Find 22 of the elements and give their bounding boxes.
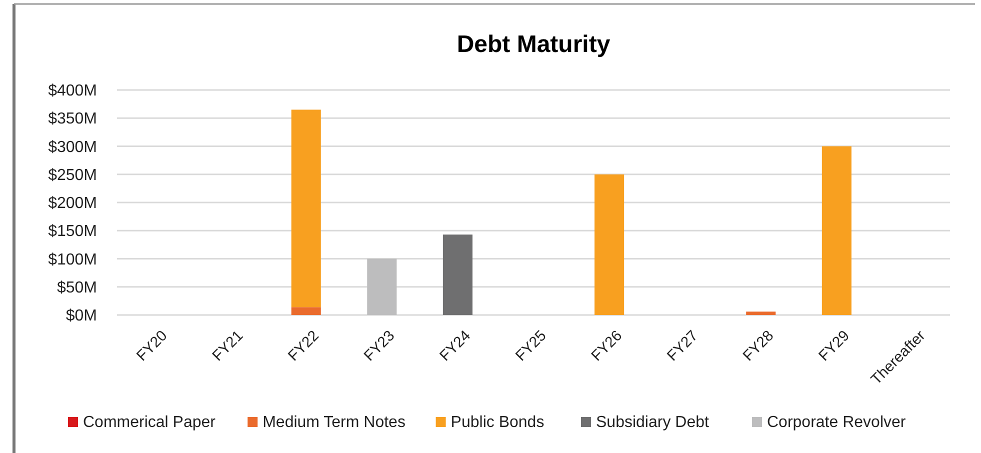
y-tick-label: $250M xyxy=(48,166,97,184)
y-tick-label: $150M xyxy=(48,223,97,240)
y-tick-label: $0M xyxy=(66,308,97,325)
bar xyxy=(442,234,472,315)
legend-label: Medium Term Notes xyxy=(262,414,406,431)
legend-label: Public Bonds xyxy=(450,414,544,431)
y-tick-label: $200M xyxy=(48,195,97,212)
legend-label: Commerical Paper xyxy=(83,414,216,431)
y-tick-label: $300M xyxy=(48,138,97,156)
y-tick-label: $100M xyxy=(48,251,97,268)
bar xyxy=(367,258,397,315)
y-tick-label: $350M xyxy=(48,110,97,128)
bar xyxy=(822,146,852,315)
bar xyxy=(291,110,321,308)
legend-label: Subsidiary Debt xyxy=(596,414,710,431)
bar xyxy=(291,307,321,315)
chart-title: Debt Maturity xyxy=(456,31,611,58)
bar xyxy=(594,174,624,315)
legend-label: Corporate Revolver xyxy=(767,414,906,431)
bar xyxy=(746,312,776,315)
y-tick-label: $400M xyxy=(48,82,97,100)
y-tick-label: $50M xyxy=(56,279,97,296)
